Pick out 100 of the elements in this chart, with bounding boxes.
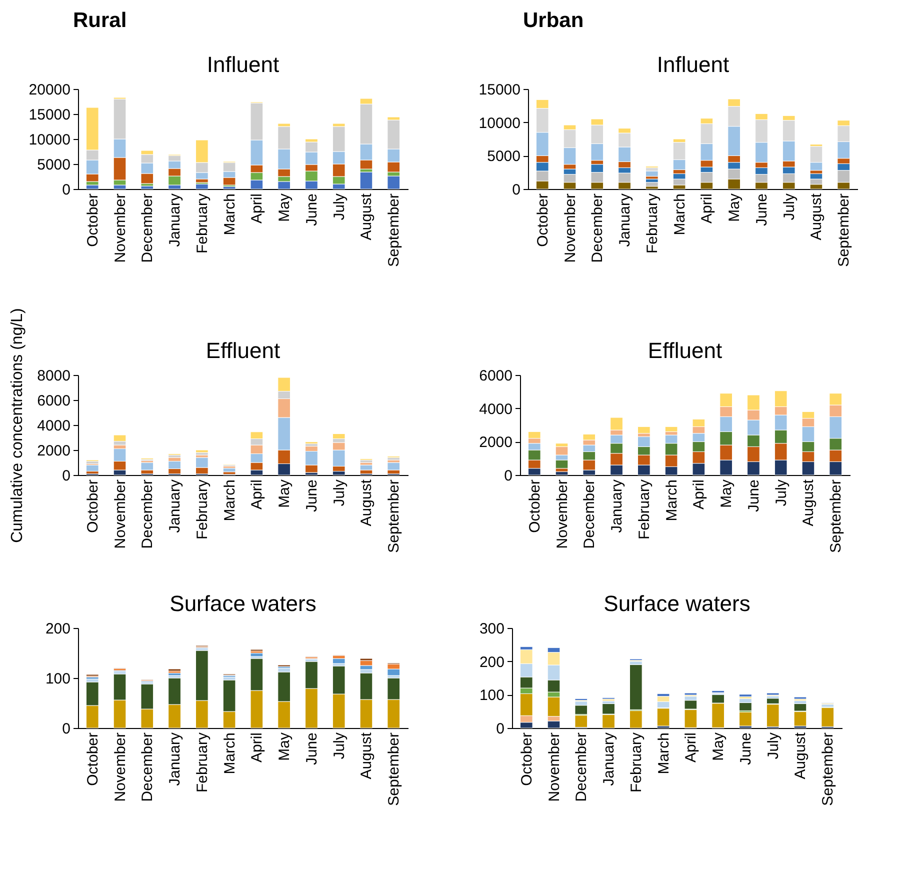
y-tick-label: 10000 (478, 114, 520, 132)
x-tick-label: March (221, 732, 238, 774)
x-tick-label: December (581, 480, 598, 549)
x-tick-label: April (690, 480, 708, 510)
chart-title: Effluent (648, 338, 722, 363)
x-tick-label: December (139, 194, 156, 263)
x-tick-label: January (166, 479, 184, 533)
x-tick-label: April (248, 732, 266, 763)
x-tick-label: August (358, 732, 376, 780)
y-tick-label: 15000 (28, 106, 70, 124)
text: Rural (73, 9, 127, 32)
x-tick-label: January (600, 732, 618, 786)
x-tick-label: February (194, 479, 211, 540)
x-tick-label: August (358, 192, 376, 240)
x-tick-label: May (710, 732, 728, 761)
x-tick-label: April (248, 480, 266, 510)
y-tick-label: 0 (504, 468, 512, 484)
x-tick-label: September (836, 193, 853, 267)
y-tick-label: 15000 (478, 82, 520, 98)
x-tick-label: March (655, 732, 672, 774)
y-axis-title: Cumulative concentrations (ng/L) (9, 308, 26, 543)
x-tick-label: July (780, 193, 798, 220)
x-tick-label: June (737, 732, 754, 766)
y-tick-label: 0 (62, 468, 70, 484)
x-tick-label: May (726, 193, 744, 222)
x-tick-label: March (671, 194, 688, 236)
x-tick-label: June (753, 194, 770, 226)
x-tick-label: September (386, 732, 403, 806)
x-tick-label: March (221, 194, 238, 236)
y-tick-label: 5000 (37, 156, 70, 174)
x-tick-label: April (248, 194, 266, 224)
chart-title: Influent (656, 52, 730, 77)
x-tick-label: January (616, 193, 634, 247)
x-tick-label: February (636, 479, 653, 540)
x-tick-label: December (139, 732, 156, 802)
y-tick-label: 2000 (37, 442, 70, 460)
chart-title: Influent (206, 52, 280, 77)
x-tick-label: November (112, 194, 129, 263)
x-tick-label: March (221, 480, 238, 522)
x-tick-label: August (800, 478, 818, 526)
x-tick-label: June (303, 732, 320, 766)
x-tick-label: September (386, 193, 403, 267)
x-tick-label: August (358, 478, 376, 526)
y-tick-label: 2000 (479, 434, 512, 452)
x-tick-label: October (526, 480, 544, 533)
x-tick-label: November (112, 480, 129, 549)
x-tick-label: July (330, 479, 348, 506)
x-tick-label: October (518, 732, 536, 786)
y-tick-label: 6000 (479, 368, 512, 384)
x-tick-label: June (745, 480, 762, 512)
y-tick-label: 200 (45, 620, 70, 638)
x-tick-label: June (303, 194, 320, 226)
x-tick-label: November (562, 194, 579, 263)
y-tick-label: 8000 (37, 368, 70, 384)
x-tick-label: October (84, 732, 102, 786)
text: Urban (523, 9, 584, 32)
y-tick-label: 100 (45, 670, 70, 688)
x-tick-label: October (84, 194, 102, 247)
x-tick-label: June (303, 480, 320, 512)
y-tick-label: 4000 (479, 400, 512, 418)
y-tick-label: 20000 (28, 82, 70, 98)
y-tick-label: 0 (496, 720, 504, 738)
x-tick-label: February (194, 193, 211, 254)
x-tick-label: March (663, 480, 680, 522)
x-tick-label: February (644, 193, 661, 254)
x-tick-label: April (682, 732, 700, 763)
x-tick-label: December (139, 480, 156, 549)
x-tick-label: September (828, 479, 845, 553)
y-tick-label: 5000 (487, 148, 520, 166)
x-tick-label: July (330, 193, 348, 220)
x-tick-label: November (112, 732, 129, 802)
y-tick-label: 200 (479, 654, 504, 671)
y-tick-label: 0 (62, 720, 70, 738)
x-tick-label: October (534, 194, 552, 247)
x-tick-label: September (386, 479, 403, 553)
y-tick-label: 0 (512, 182, 520, 198)
x-tick-label: February (194, 732, 211, 793)
x-tick-label: December (589, 194, 606, 263)
y-tick-label: 4000 (37, 418, 70, 434)
y-tick-label: 6000 (37, 392, 70, 410)
x-tick-label: May (276, 479, 294, 508)
chart-title: Surface waters (604, 591, 750, 616)
y-tick-label: 300 (479, 620, 504, 638)
x-tick-label: July (772, 479, 790, 506)
chart-title: Effluent (206, 338, 280, 363)
x-tick-label: January (166, 732, 184, 786)
y-tick-label: 100 (479, 687, 504, 704)
x-tick-label: April (698, 194, 716, 224)
x-tick-label: May (276, 732, 294, 761)
x-tick-label: August (792, 732, 810, 780)
x-tick-label: July (330, 732, 348, 760)
x-tick-label: September (820, 732, 837, 806)
y-tick-label: 0 (62, 182, 70, 198)
x-tick-label: May (276, 193, 294, 222)
x-tick-label: August (808, 192, 826, 240)
x-tick-label: October (84, 480, 102, 533)
x-tick-label: January (166, 193, 184, 247)
y-tick-label: 10000 (28, 132, 70, 148)
x-tick-label: November (546, 732, 563, 802)
x-tick-label: November (554, 480, 571, 549)
